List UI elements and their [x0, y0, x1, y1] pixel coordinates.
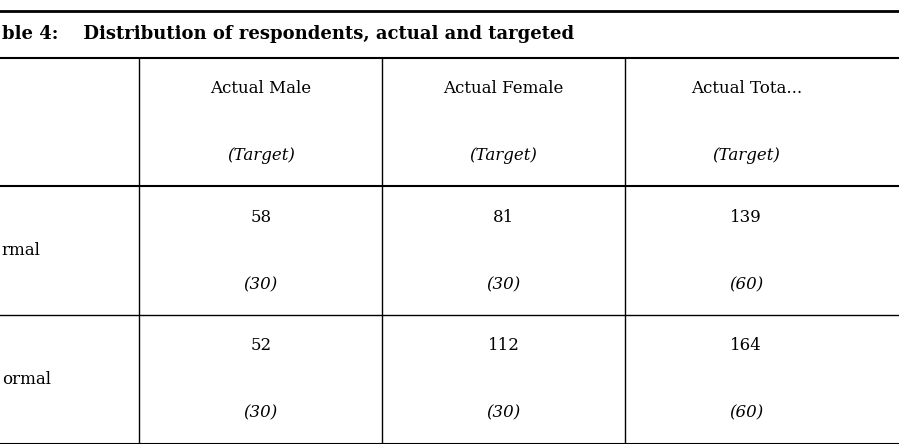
Text: (60): (60): [729, 405, 763, 422]
Text: (Target): (Target): [227, 147, 295, 164]
Text: (30): (30): [244, 405, 278, 422]
Text: Actual Female: Actual Female: [443, 80, 564, 97]
Text: 139: 139: [730, 209, 762, 226]
Text: (60): (60): [729, 276, 763, 293]
Text: rmal: rmal: [2, 242, 40, 259]
Text: (30): (30): [486, 405, 521, 422]
Text: (Target): (Target): [712, 147, 780, 164]
Text: Actual Male: Actual Male: [210, 80, 311, 97]
Text: 58: 58: [250, 209, 271, 226]
Text: 112: 112: [487, 337, 520, 354]
Text: Actual Tota...: Actual Tota...: [690, 80, 802, 97]
Text: (30): (30): [486, 276, 521, 293]
Text: (30): (30): [244, 276, 278, 293]
Text: 52: 52: [250, 337, 271, 354]
Text: (Target): (Target): [469, 147, 538, 164]
Text: ormal: ormal: [2, 371, 51, 388]
Text: 164: 164: [730, 337, 762, 354]
Text: ble 4:    Distribution of respondents, actual and targeted: ble 4: Distribution of respondents, actu…: [2, 25, 574, 44]
Text: 81: 81: [493, 209, 514, 226]
